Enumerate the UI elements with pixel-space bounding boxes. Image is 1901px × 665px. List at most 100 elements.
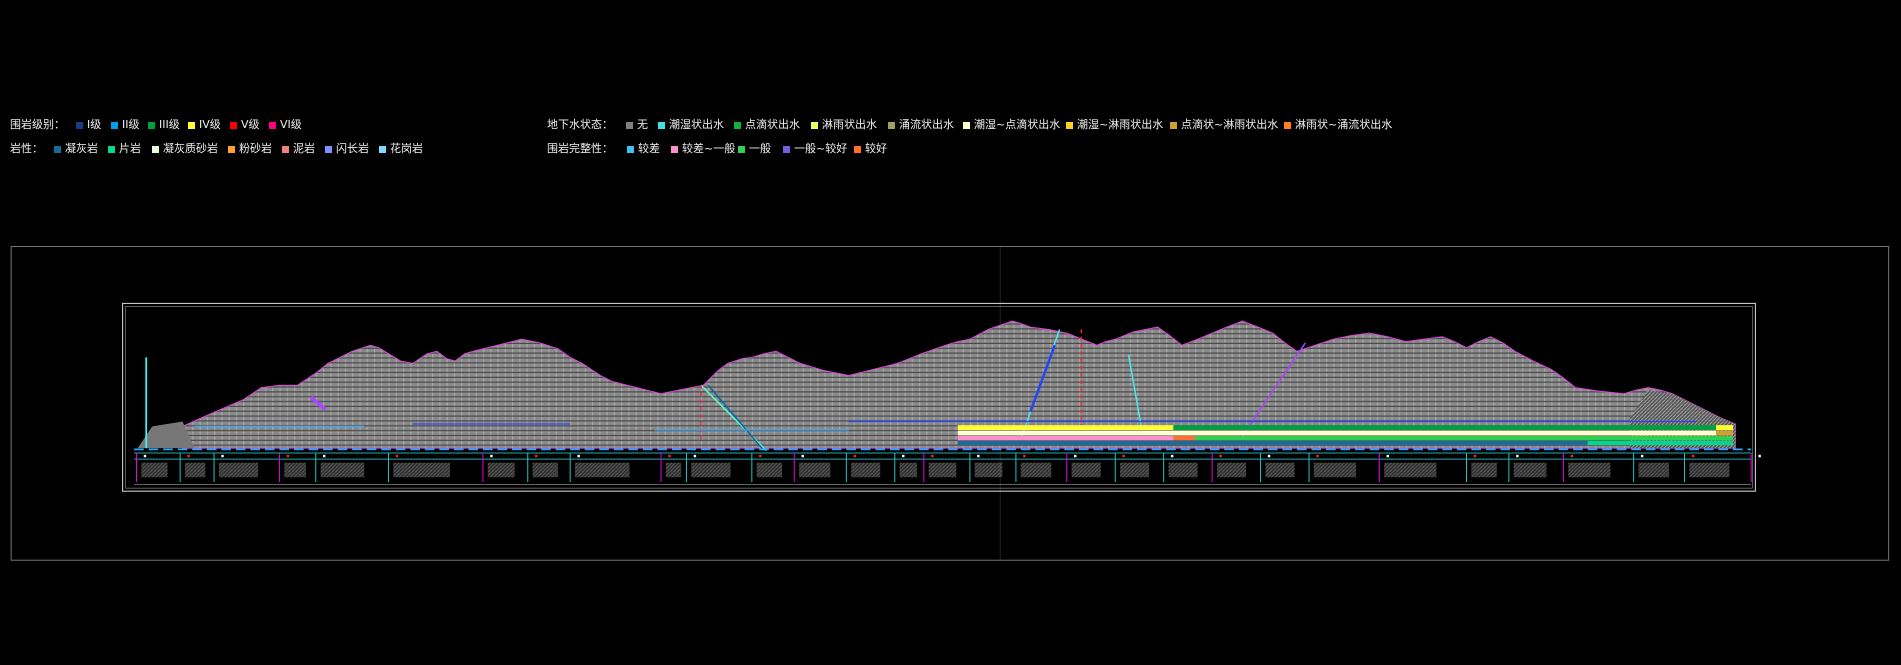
table-cell-text-block [141,462,168,478]
table-cell-text-block [320,462,365,478]
sheet-frame-inner [125,306,1753,489]
water-bar [957,430,1733,436]
table-cell-text-block [1020,462,1052,478]
table-marker [693,454,697,458]
legend-swatch [811,122,818,129]
legend-swatch [738,146,745,153]
legend-swatch [1284,122,1291,129]
legend-item-label: 涌流状出水 [899,118,954,131]
legend-swatch [325,146,332,153]
fault-line [1029,344,1056,413]
legend-swatch [783,146,790,153]
legend-item-label: 较差 [638,142,660,155]
table-marker [931,454,934,458]
table-marker [1640,454,1644,458]
table-marker [1473,454,1477,458]
legend-item-label: 较差~一般 [682,142,736,155]
grade-bar-iv-end [1716,425,1733,431]
tunnel-lines [194,420,1697,431]
legend-swatch [888,122,895,129]
legend-swatch [627,146,634,153]
table-marker [977,454,980,458]
legend-item-label: 凝灰岩 [65,142,98,155]
sheet-frame-outer [122,302,1756,492]
grade-bar-iii [1173,425,1717,431]
outer-frame [10,246,1890,561]
legend-item-label: 无 [637,118,648,131]
legend-swatch [282,146,289,153]
table-cell-text-block [1689,462,1730,478]
table-marker [1122,454,1125,458]
fault-line [1127,354,1143,431]
table-cell-text-block [184,462,206,478]
table-marker [853,454,857,458]
legend-item-label: 一般~较好 [794,142,848,155]
table-cell-text-block [1071,462,1101,478]
table-cell-text-block [799,462,831,478]
legend-item-label: 点滴状出水 [745,118,800,131]
table-cell-text-block [665,462,682,478]
table-cell-text-block [1471,462,1497,478]
table-marker [1691,454,1695,458]
table-marker [535,454,538,458]
legend-swatch [108,146,115,153]
legend-item-label: 凝灰质砂岩 [163,142,218,155]
table-cell-text-block [899,462,918,478]
table-marker [577,454,580,458]
legend-swatch [963,122,970,129]
legend-swatch [1170,122,1177,129]
table-marker [1516,454,1519,458]
table-marker [759,454,762,458]
legend-swatch [379,146,386,153]
legend-swatch [188,122,195,129]
table-cell-text-block [1313,462,1357,478]
legend-lithology-label: 岩性： [10,142,43,155]
legend-swatch [76,122,83,129]
legend-item-label: 潮湿~点滴状出水 [974,118,1061,131]
table-cell-text-block [574,462,630,478]
table-cell-text-block [1168,462,1198,478]
table-cell-text-block [928,462,957,478]
legend-swatch [111,122,118,129]
legend-item-label: 淋雨状~涌流状出水 [1295,118,1393,131]
table-marker [668,454,671,458]
integrity-bar-pink [957,436,1174,441]
legend-item-label: IV级 [199,118,221,131]
legend-swatch [152,146,159,153]
table-marker [1267,454,1271,458]
lithology-bar-tuff [957,440,1588,446]
water-bar-end [1716,430,1733,436]
table-cell-text-block [284,462,307,478]
table-cell-text-block [851,462,881,478]
table-cell-text-block [1568,462,1611,478]
legend-swatch [671,146,678,153]
legend-item-label: V级 [241,118,260,131]
legend-item-label: 一般 [749,142,771,155]
legend-integrity-label: 围岩完整性： [547,142,613,155]
legend-item-label: 淋雨状出水 [822,118,877,131]
table-cell-text-block [532,462,559,478]
legend-grade-label: 围岩级别： [10,118,65,131]
integrity-bar-green [1195,436,1733,441]
table-marker [1219,454,1222,458]
table-cell-text-block [756,462,783,478]
legend-swatch [230,122,237,129]
legend-swatch [54,146,61,153]
legend-swatch [228,146,235,153]
table-marker [1170,454,1174,458]
table-marker [902,454,905,458]
portal-fill [137,421,195,449]
table-marker [1074,454,1077,458]
table-cell-text-block [1265,462,1295,478]
table-marker [801,454,804,458]
legend-item-label: 较好 [865,142,887,155]
legend-item-label: 闪长岩 [336,142,369,155]
legend-item-label: 泥岩 [293,142,315,155]
grade-bar-iv [957,425,1174,431]
fault-line [1241,342,1307,437]
table-marker [1570,454,1574,458]
legend-swatch [626,122,633,129]
table-marker [323,454,326,458]
legend-swatch [734,122,741,129]
